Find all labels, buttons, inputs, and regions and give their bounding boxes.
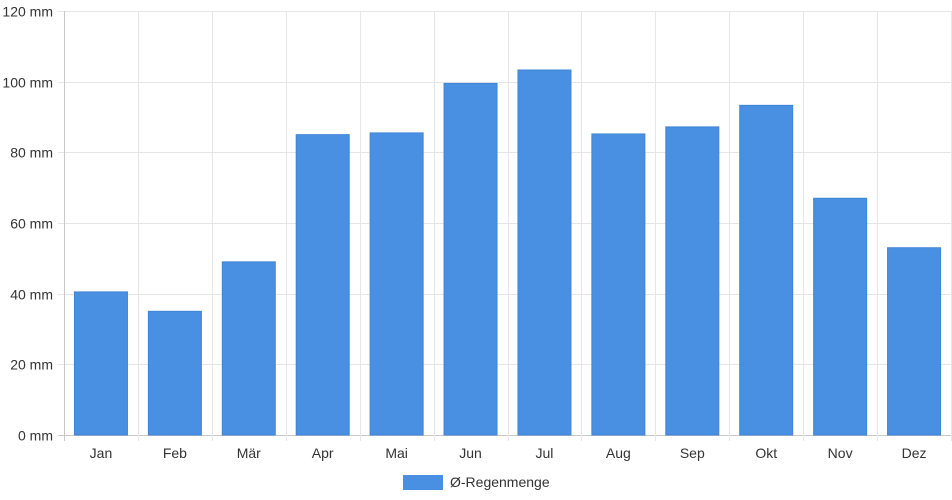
grid-layer <box>58 11 952 441</box>
x-tick-label: Apr <box>312 445 334 461</box>
x-tick-label: Dez <box>902 445 927 461</box>
bar-okt[interactable] <box>739 104 794 436</box>
y-tick-label: 20 mm <box>10 357 53 373</box>
x-tick-label: Okt <box>755 445 777 461</box>
y-tick-label: 120 mm <box>2 4 53 20</box>
bar-jun[interactable] <box>443 82 498 436</box>
bar-jan[interactable] <box>73 291 128 436</box>
x-tick-label: Jul <box>536 445 554 461</box>
bar-dez[interactable] <box>887 247 942 436</box>
bar-aug[interactable] <box>591 133 646 436</box>
x-tick-label: Jun <box>459 445 482 461</box>
legend-swatch <box>403 475 443 490</box>
x-tick-label: Nov <box>828 445 853 461</box>
y-tick-label: 60 mm <box>10 216 53 232</box>
bar-feb[interactable] <box>147 310 202 436</box>
x-tick-label: Feb <box>163 445 187 461</box>
x-tick-label: Mai <box>385 445 408 461</box>
bars-layer <box>73 69 942 436</box>
bar-mai[interactable] <box>369 132 424 436</box>
legend[interactable]: Ø-Regenmenge <box>403 474 550 490</box>
y-tick-label: 40 mm <box>10 287 53 303</box>
bar-apr[interactable] <box>295 134 350 436</box>
bar-nov[interactable] <box>813 197 868 436</box>
x-tick-label: Sep <box>680 445 705 461</box>
y-tick-label: 0 mm <box>18 428 53 444</box>
x-tick-label: Mär <box>237 445 261 461</box>
x-tick-label: Jan <box>90 445 113 461</box>
bar-jul[interactable] <box>517 69 572 436</box>
axis-layer: 0 mm 20 mm 40 mm 60 mm 80 mm 100 mm 120 mm Jan F… <box>2 4 926 462</box>
legend-label: Ø-Regenmenge <box>450 474 550 490</box>
x-tick-label: Aug <box>606 445 631 461</box>
bar-mär[interactable] <box>221 261 276 436</box>
y-tick-label: 80 mm <box>10 145 53 161</box>
y-tick-label: 100 mm <box>2 75 53 91</box>
bar-sep[interactable] <box>665 126 720 436</box>
